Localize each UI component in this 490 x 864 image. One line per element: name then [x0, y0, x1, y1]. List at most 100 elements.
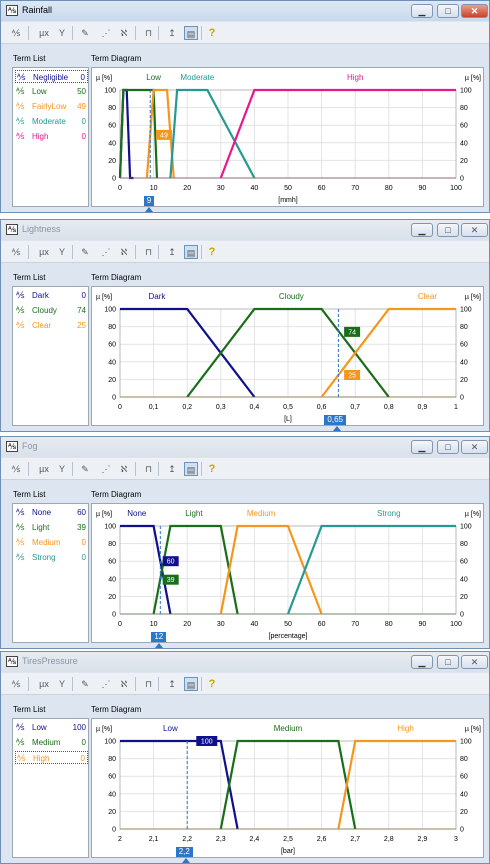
cursor-value-pin[interactable]: 2,2	[175, 847, 193, 857]
curve-icon[interactable]: ⅍	[11, 679, 21, 689]
sort-icon[interactable]: ↥	[168, 247, 176, 257]
curve-icon[interactable]: ⅍	[11, 464, 21, 474]
minimize-button[interactable]: ▁	[411, 223, 433, 237]
close-button[interactable]: ✕	[461, 4, 488, 18]
y-tick-label: 40	[108, 791, 116, 798]
cursor-value-pin[interactable]: 12	[151, 632, 167, 642]
pencil-icon[interactable]: ✎	[81, 679, 89, 689]
list-icon[interactable]: ▤	[184, 462, 198, 476]
help-icon[interactable]: ?	[208, 27, 216, 39]
mu-y-icon[interactable]: Y	[58, 28, 65, 38]
mu-x-icon[interactable]: µx	[39, 28, 49, 38]
minimize-button[interactable]: ▁	[411, 440, 433, 454]
close-button[interactable]: ✕	[461, 440, 488, 454]
close-button[interactable]: ✕	[461, 223, 488, 237]
close-button[interactable]: ✕	[461, 655, 488, 669]
value-tag-text: 74	[348, 329, 356, 336]
term-item-cloudy[interactable]: ⅍ Cloudy 74	[15, 304, 88, 317]
term-name: Medium	[32, 538, 61, 547]
cursor-handle[interactable]	[145, 207, 154, 212]
y-tick-label: 80	[108, 324, 116, 331]
y-axis-label-left: µ [%]	[96, 75, 112, 82]
term-item-light[interactable]: ⅍ Light 39	[15, 521, 88, 534]
maximize-button[interactable]: □	[437, 223, 459, 237]
cursor-value-pin[interactable]: 0,65	[324, 415, 346, 425]
term-label-moderate: Moderate	[180, 73, 214, 82]
minimize-button[interactable]: ▁	[411, 655, 433, 669]
cursor-value-pin[interactable]: 9	[143, 196, 155, 206]
curve-icon[interactable]: ⅍	[11, 247, 21, 257]
x-tick-label: 20	[183, 185, 191, 192]
noise-icon[interactable]: ⋰	[101, 28, 111, 38]
help-icon[interactable]: ?	[208, 678, 216, 690]
crossing-icon[interactable]: ℵ	[120, 679, 128, 689]
crossing-icon[interactable]: ℵ	[120, 247, 128, 257]
range-icon[interactable]: ⊓	[144, 247, 153, 257]
cursor-handle[interactable]	[182, 858, 191, 863]
term-item-high[interactable]: ⅍ High 0	[15, 751, 88, 764]
term-diagram[interactable]: µ [%] µ [%] 0 0 20 20 40 40 60 60 80 80 100 100 2 2,1 2,…	[91, 718, 484, 858]
maximize-button[interactable]: □	[437, 440, 459, 454]
sort-icon[interactable]: ↥	[168, 464, 176, 474]
term-item-moderate[interactable]: ⅍ Moderate 0	[15, 115, 88, 128]
pencil-icon[interactable]: ✎	[81, 464, 89, 474]
help-icon[interactable]: ?	[208, 463, 216, 475]
list-icon[interactable]: ▤	[184, 677, 198, 691]
title-bar: ⅍ Rainfall ▁ □ ✕	[1, 1, 489, 21]
y-tick-label: 80	[460, 756, 468, 763]
term-item-fairlylow[interactable]: ⅍ FairlyLow 49	[15, 100, 88, 113]
noise-icon[interactable]: ⋰	[101, 247, 111, 257]
maximize-button[interactable]: □	[437, 655, 459, 669]
term-diagram-label: Term Diagram	[91, 273, 142, 282]
list-icon[interactable]: ▤	[184, 26, 198, 40]
term-item-medium[interactable]: ⅍ Medium 0	[15, 736, 88, 749]
range-icon[interactable]: ⊓	[144, 679, 153, 689]
minimize-button[interactable]: ▁	[411, 4, 433, 18]
term-diagram[interactable]: µ [%] µ [%] 0 0 20 20 40 40 60 60 80 80 100 100 0 0,1 0,…	[91, 286, 484, 426]
term-item-none[interactable]: ⅍ None 60	[15, 506, 88, 519]
pencil-icon[interactable]: ✎	[81, 28, 89, 38]
list-icon[interactable]: ▤	[184, 245, 198, 259]
help-icon[interactable]: ?	[208, 246, 216, 258]
curve-icon[interactable]: ⅍	[11, 28, 21, 38]
y-axis-label-left: µ [%]	[96, 726, 112, 733]
term-item-negligible[interactable]: ⅍ Negligible 0	[15, 70, 88, 83]
term-diagram[interactable]: µ [%] µ [%] 0 0 20 20 40 40 60 60 80 80 100 100 0 10 20 3…	[91, 67, 484, 207]
mu-x-icon[interactable]: µx	[39, 679, 49, 689]
x-tick-label: 0,1	[149, 404, 159, 411]
term-item-dark[interactable]: ⅍ Dark 0	[15, 289, 88, 302]
term-item-low[interactable]: ⅍ Low 50	[15, 85, 88, 98]
x-tick-label: 70	[351, 621, 359, 628]
term-item-clear[interactable]: ⅍ Clear 25	[15, 319, 88, 332]
x-tick-label: 2,3	[216, 836, 226, 843]
mu-x-icon[interactable]: µx	[39, 464, 49, 474]
range-icon[interactable]: ⊓	[144, 464, 153, 474]
range-icon[interactable]: ⊓	[144, 28, 153, 38]
term-item-strong[interactable]: ⅍ Strong 0	[15, 551, 88, 564]
mu-y-icon[interactable]: Y	[58, 464, 65, 474]
mu-x-icon[interactable]: µx	[39, 247, 49, 257]
mu-y-icon[interactable]: Y	[58, 679, 65, 689]
mu-y-icon[interactable]: Y	[58, 247, 65, 257]
y-tick-label: 100	[104, 739, 116, 746]
noise-icon[interactable]: ⋰	[101, 464, 111, 474]
term-diagram[interactable]: µ [%] µ [%] 0 0 20 20 40 40 60 60 80 80 100 100 0 10 20 3…	[91, 503, 484, 643]
term-item-high[interactable]: ⅍ High 0	[15, 130, 88, 143]
term-item-low[interactable]: ⅍ Low 100	[15, 721, 88, 734]
app-icon: ⅍	[6, 441, 18, 452]
crossing-icon[interactable]: ℵ	[120, 28, 128, 38]
sort-icon[interactable]: ↥	[168, 28, 176, 38]
maximize-button[interactable]: □	[437, 4, 459, 18]
y-tick-label: 0	[112, 176, 116, 183]
sort-icon[interactable]: ↥	[168, 679, 176, 689]
y-tick-label: 60	[460, 559, 468, 566]
crossing-icon[interactable]: ℵ	[120, 464, 128, 474]
cursor-handle[interactable]	[333, 426, 342, 431]
y-tick-label: 100	[104, 524, 116, 531]
term-item-medium[interactable]: ⅍ Medium 0	[15, 536, 88, 549]
window-tirespressure: ⅍ TiresPressure ▁ □ ✕ ⅍ µx Y ✎ ⋰ ℵ ⊓ ↥ ▤? Term List Ter…	[0, 651, 490, 864]
term-shape-icon: ⅍	[16, 737, 25, 747]
pencil-icon[interactable]: ✎	[81, 247, 89, 257]
cursor-handle[interactable]	[155, 643, 164, 648]
noise-icon[interactable]: ⋰	[101, 679, 111, 689]
